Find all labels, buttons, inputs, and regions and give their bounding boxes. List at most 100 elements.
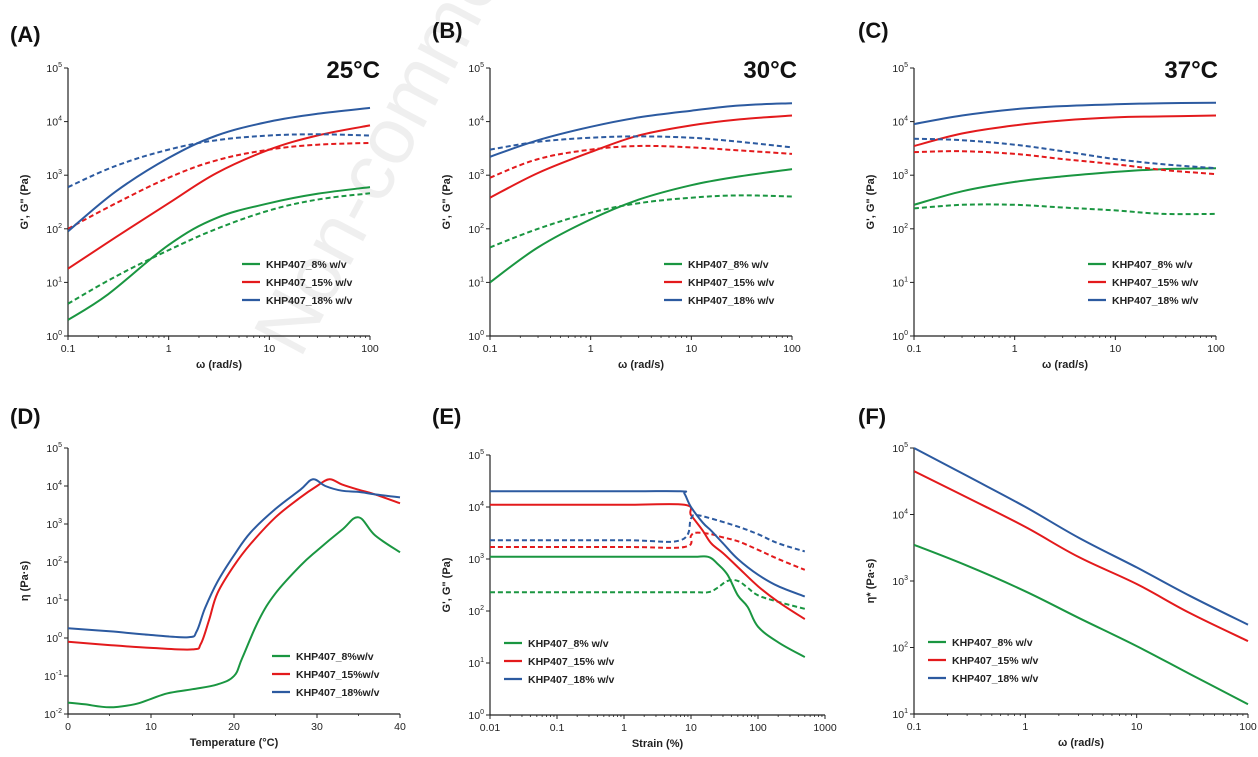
y-tick-label: 101	[46, 594, 62, 607]
x-tick-label: 100	[783, 343, 801, 355]
legend: KHP407_8% w/v KHP407_15% w/v KHP407_18% w/…	[928, 637, 1039, 685]
series-line-primary-5	[68, 106, 371, 233]
x-tick-label: 0.1	[550, 722, 565, 734]
series-line-primary-1	[68, 516, 401, 709]
x-tick-label: 20	[228, 721, 240, 733]
legend-entry: KHP407_18% w/v	[266, 295, 353, 307]
y-tick-label: 100	[46, 632, 62, 645]
y-tick-label: 101	[468, 276, 484, 289]
legend-entry: KHP407_8% w/v	[528, 638, 609, 650]
series-line-loss-modulus-6	[68, 133, 371, 189]
series-line-loss-modulus-4	[914, 150, 1217, 176]
y-tick-label: 104	[468, 501, 484, 514]
x-tick-label: 1	[621, 722, 627, 734]
legend-entry: KHP407_15% w/v	[688, 277, 775, 289]
x-tick-label: 1	[588, 343, 594, 355]
x-tick-label: 0.1	[907, 343, 922, 355]
series-line-primary-3	[68, 478, 401, 639]
x-tick-label: 10	[1131, 721, 1143, 733]
y-tick-label: 105	[468, 62, 484, 75]
x-tick-label: 100	[1239, 721, 1257, 733]
legend: KHP407_8% w/v KHP407_15% w/v KHP407_18% w/…	[504, 638, 615, 686]
series-line-loss-modulus-2	[490, 578, 806, 610]
x-tick-label: 1	[166, 343, 172, 355]
legend-entry: KHP407_8% w/v	[1112, 259, 1193, 271]
y-tick-label: 101	[46, 276, 62, 289]
series-line-primary-3	[490, 114, 793, 199]
x-axis-label: ω (rad/s)	[196, 359, 242, 371]
panel-label: (B)	[432, 18, 463, 43]
legend-entry: KHP407_8% w/v	[266, 259, 347, 271]
x-axis-label: ω (rad/s)	[618, 359, 664, 371]
series-line-primary-3	[914, 447, 1249, 626]
legend-entry: KHP407_18%w/v	[296, 687, 380, 699]
legend-entry: KHP407_15% w/v	[1112, 277, 1199, 289]
series-line-primary-1	[490, 168, 793, 284]
y-tick-label: 103	[468, 553, 484, 566]
chart-panel-6: (F) 101 102 103 104 105 0.1 1 10 100 ω (rad/s) η* (…	[858, 404, 1257, 749]
series-line-primary-1	[490, 555, 806, 658]
series-line-loss-modulus-6	[490, 513, 806, 553]
x-tick-label: 1	[1012, 343, 1018, 355]
x-tick-label: 100	[1207, 343, 1225, 355]
x-tick-label: 30	[311, 721, 323, 733]
y-tick-label: 10-2	[44, 708, 62, 721]
y-axis-label: G', G" (Pa)	[441, 174, 453, 229]
y-tick-label: 100	[468, 330, 484, 343]
y-tick-label: 104	[892, 509, 908, 522]
legend-entry: KHP407_18% w/v	[688, 295, 775, 307]
x-axis-label: Temperature (°C)	[190, 737, 279, 749]
series-line-loss-modulus-2	[490, 194, 793, 249]
y-tick-label: 103	[892, 575, 908, 588]
x-tick-label: 0	[65, 721, 71, 733]
legend-entry: KHP407_8% w/v	[952, 637, 1033, 649]
y-tick-label: 105	[468, 449, 484, 462]
temperature-annotation: 30°C	[743, 57, 797, 84]
legend: KHP407_8% w/v KHP407_15% w/v KHP407_18% w/…	[1088, 259, 1199, 307]
legend: KHP407_8% w/v KHP407_15% w/v KHP407_18% w/…	[664, 259, 775, 307]
y-tick-label: 103	[468, 169, 484, 182]
y-tick-label: 103	[892, 169, 908, 182]
x-tick-label: 0.1	[61, 343, 76, 355]
series-line-primary-1	[914, 167, 1217, 206]
x-tick-label: 10	[685, 722, 697, 734]
x-tick-label: 100	[361, 343, 379, 355]
y-tick-label: 102	[46, 556, 62, 569]
legend-entry: KHP407_15%w/v	[296, 669, 380, 681]
y-tick-label: 103	[46, 169, 62, 182]
series-line-loss-modulus-2	[914, 203, 1217, 216]
watermark-text: Non-commercial	[236, 0, 588, 368]
x-tick-label: 10	[685, 343, 697, 355]
y-tick-label: 100	[468, 709, 484, 722]
legend-entry: KHP407_8% w/v	[688, 259, 769, 271]
x-tick-label: 100	[749, 722, 767, 734]
series-line-loss-modulus-6	[490, 135, 793, 151]
y-tick-label: 101	[892, 708, 908, 721]
x-tick-label: 0.1	[907, 721, 922, 733]
legend-entry: KHP407_8%w/v	[296, 651, 374, 663]
y-tick-label: 104	[46, 116, 62, 129]
series-line-primary-2	[68, 478, 401, 651]
series-line-primary-5	[914, 101, 1217, 126]
legend: KHP407_8% w/v KHP407_15% w/v KHP407_18% w/…	[242, 259, 353, 307]
series-line-primary-3	[914, 114, 1217, 147]
y-tick-label: 10-1	[44, 670, 62, 683]
y-axis-label: η (Pa·s)	[19, 560, 31, 601]
panel-label: (A)	[10, 22, 41, 47]
chart-panel-1: (A) 25°C 100 101 102 103 104 105 0.1 1 10 100 ω (rad…	[10, 22, 380, 371]
series-line-loss-modulus-4	[490, 144, 793, 179]
legend-entry: KHP407_15% w/v	[528, 656, 615, 668]
x-tick-label: 1000	[813, 722, 837, 734]
x-tick-label: 10	[263, 343, 275, 355]
series-line-primary-1	[68, 186, 371, 321]
y-tick-label: 102	[892, 223, 908, 236]
y-axis-label: G', G" (Pa)	[19, 174, 31, 229]
series-line-primary-5	[490, 102, 793, 158]
y-tick-label: 105	[892, 442, 908, 455]
temperature-annotation: 37°C	[1164, 57, 1218, 84]
legend-entry: KHP407_15% w/v	[266, 277, 353, 289]
legend-entry: KHP407_15% w/v	[952, 655, 1039, 667]
legend-entry: KHP407_18% w/v	[952, 673, 1039, 685]
series-line-loss-modulus-4	[490, 531, 806, 571]
